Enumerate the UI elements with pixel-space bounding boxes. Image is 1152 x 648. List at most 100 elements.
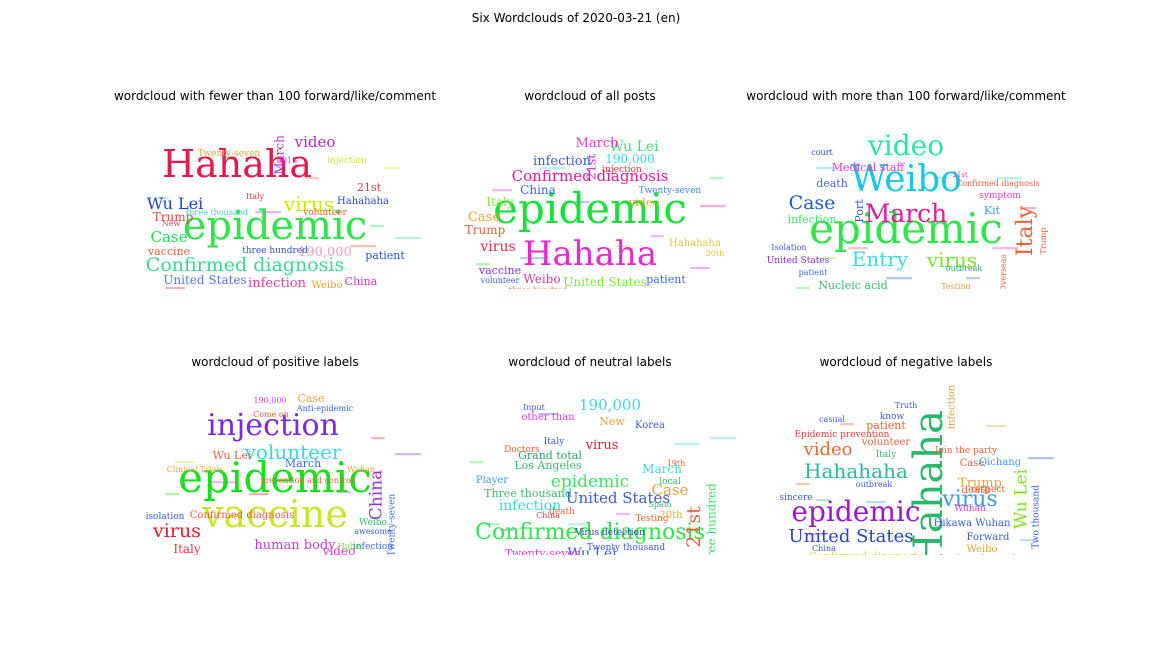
word-case: Case — [652, 481, 689, 499]
word-confirmed-diagnosis: Confirmed diagnosis — [190, 510, 294, 521]
word-local: local — [659, 477, 681, 487]
word-clinical-trials: Clinical Trials — [167, 465, 223, 474]
word-human-body: human body — [254, 538, 336, 553]
word-doctors: Doctors — [504, 445, 540, 455]
word-epidemic-prevention: Epidemic prevention — [795, 430, 890, 440]
word-awesome: awesome — [354, 527, 392, 536]
word-volunteer: volunteer — [480, 276, 520, 285]
filler-word-mark — [165, 287, 185, 289]
word-march: March — [273, 135, 287, 175]
word-20th: 20th — [659, 510, 683, 521]
word-trump: Trump — [958, 476, 1002, 491]
filler-word-mark — [816, 167, 836, 170]
word-trump: Trump — [153, 210, 194, 224]
word-united-states: United States — [788, 526, 913, 547]
word-hikawa-wuhan: Hikawa Wuhan — [934, 518, 1011, 529]
word-volunteer: volunteer — [861, 437, 911, 448]
word-nucleic-acid: Nucleic acid — [818, 279, 887, 289]
filler-word-mark — [570, 201, 590, 204]
filler-word-mark — [492, 189, 512, 192]
panel-title: wordcloud of positive labels — [191, 355, 359, 369]
word-united-states: United States — [563, 275, 646, 289]
word-infection: infection — [947, 384, 958, 429]
filler-word-mark — [211, 481, 237, 484]
word-three-hundred: three hundred — [242, 246, 308, 256]
word-patient: patient — [799, 268, 829, 277]
wordcloud-area: Confirmed diagnosis epidemic 190,000 21st Un… — [440, 377, 740, 555]
filler-word-mark — [674, 443, 700, 446]
filler-word-mark — [816, 257, 836, 260]
panel-title: wordcloud with more than 100 forward/lik… — [746, 89, 1066, 103]
word-video: video — [867, 129, 944, 162]
word-confirmed-diagnosis: Confirmed diagnosis — [809, 550, 924, 555]
word-medical-staff: Medical staff — [832, 161, 906, 174]
word-confirmed-diagnosis: Confirmed diagnosis — [475, 520, 705, 545]
filler-word-mark — [1028, 457, 1054, 460]
word-20th: 20th — [706, 249, 725, 258]
word-volunteer: volunteer — [244, 440, 342, 464]
word-hubei: Hubei — [338, 542, 363, 551]
word-infection: infection — [248, 276, 307, 289]
filler-word-mark — [371, 437, 385, 440]
filler-word-mark — [690, 267, 710, 270]
word-china: China — [345, 275, 378, 288]
word-three-thousand: Three thousand — [484, 487, 572, 500]
word-wuhan: Wuhan — [954, 504, 986, 514]
word-wu-lei: Wu Lei — [213, 449, 252, 462]
word-video: video — [803, 439, 853, 460]
word-trump: Trump — [465, 223, 506, 237]
word-hahaha: Hahaha — [162, 142, 312, 186]
filler-word-mark — [886, 277, 912, 280]
panel-title: wordcloud of neutral labels — [508, 355, 672, 369]
word-hahahaha: Hahahaha — [669, 238, 721, 249]
word-21st: 21st — [357, 181, 382, 194]
word-spain: Spain — [648, 500, 671, 509]
wordcloud-area: epidemic Hahaha Confirmed diagnosis virus Wu… — [125, 111, 425, 289]
word-other-than: other than — [521, 412, 575, 423]
word-patient: patient — [646, 273, 686, 286]
filler-word-mark — [936, 177, 950, 180]
word-video: video — [322, 544, 356, 555]
word-input: Input — [523, 403, 546, 412]
word-wu-lei: Wu Lei — [609, 139, 659, 155]
filler-word-mark — [796, 483, 810, 486]
word-death: death — [549, 507, 575, 517]
word-three-thousand: three thousand — [186, 208, 248, 217]
word-new: New — [599, 415, 625, 428]
word-outbreak: outbreak — [856, 480, 893, 489]
word-infection: infection — [788, 213, 837, 226]
filler-word-mark — [700, 205, 726, 208]
word-china: China — [812, 544, 836, 553]
wordcloud-svg: epidemic Hahaha Confirmed diagnosis virus Wu… — [146, 133, 421, 289]
word-video: video — [628, 196, 659, 209]
panel-title: wordcloud of all posts — [524, 89, 656, 103]
wordcloud-panel-5: wordcloud of neutral labels Confirmed di… — [440, 355, 740, 555]
filler-word-mark — [337, 491, 351, 494]
word-190-000: 190,000 — [579, 396, 641, 414]
word-injection: injection — [207, 408, 339, 443]
filler-word-mark — [848, 247, 868, 250]
filler-word-mark — [616, 245, 630, 248]
word-three-hundred: three hundred — [509, 286, 567, 289]
word-prevention-and-control: prevention and control — [261, 476, 354, 485]
filler-word-mark — [616, 513, 630, 516]
word-virus: virus — [479, 239, 515, 255]
word-twenty-seven: Twenty-seven — [388, 494, 398, 555]
panel-title: wordcloud with fewer than 100 forward/li… — [113, 89, 437, 103]
word-2013: 2013 — [277, 156, 297, 165]
wordcloud-panel-4: wordcloud of positive labels epidemic vac… — [125, 355, 425, 555]
word-twenty-seven: Twenty-seven — [639, 186, 702, 196]
filler-word-mark — [966, 277, 980, 280]
filler-word-mark — [165, 493, 179, 496]
word-injection: injection — [602, 165, 642, 175]
word-case: Case — [789, 192, 836, 214]
word-new: New — [162, 219, 181, 228]
word-21st: 21st — [683, 506, 705, 548]
word-player: Player — [476, 475, 508, 486]
word-wu-lei: Wu Lei — [147, 194, 203, 213]
word-united-states: United States — [767, 256, 830, 266]
